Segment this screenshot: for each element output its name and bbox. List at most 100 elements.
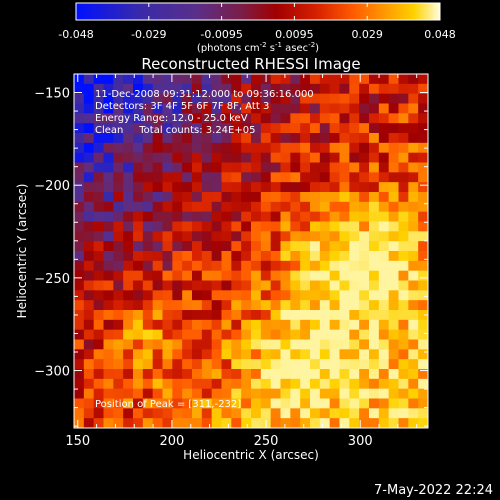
heatmap-cell	[388, 349, 400, 360]
heatmap-cell	[241, 113, 252, 124]
heatmap-cell	[192, 300, 203, 311]
heatmap-cell	[142, 142, 154, 154]
heatmap-cell	[152, 418, 164, 428]
heatmap-cell	[408, 270, 419, 282]
heatmap-cell	[192, 329, 203, 341]
heatmap-cell	[378, 172, 390, 183]
heatmap-cell	[211, 398, 223, 409]
annotation-time-range: 11-Dec-2008 09:31:12.000 to 09:36:16.000	[95, 89, 314, 100]
heatmap-cell	[241, 133, 252, 144]
heatmap-cell	[339, 192, 350, 203]
heatmap-cell	[369, 369, 380, 380]
heatmap-cell	[211, 329, 223, 341]
heatmap-cell	[408, 221, 419, 232]
heatmap-cell	[310, 231, 321, 242]
heatmap-cell	[152, 241, 164, 252]
heatmap-cell	[290, 260, 301, 272]
heatmap-cell	[270, 83, 282, 95]
heatmap-cell	[201, 201, 213, 213]
heatmap-cell	[74, 162, 85, 173]
heatmap-cell	[388, 172, 400, 183]
heatmap-cell	[300, 260, 311, 272]
heatmap-cell	[152, 201, 164, 213]
heatmap-cell	[123, 398, 134, 409]
heatmap-cell	[74, 349, 85, 360]
heatmap-cell	[182, 418, 193, 428]
heatmap-cell	[369, 231, 380, 242]
heatmap-cell	[83, 339, 95, 350]
heatmap-cell	[231, 398, 242, 409]
heatmap-cell	[290, 378, 301, 390]
heatmap-cell	[241, 388, 252, 400]
heatmap-cell	[398, 162, 409, 173]
heatmap-cell	[152, 74, 164, 85]
heatmap-cell	[152, 251, 164, 262]
heatmap-cell	[231, 260, 242, 272]
heatmap-cell	[408, 192, 419, 203]
heatmap-cell	[251, 349, 262, 360]
heatmap-cell	[310, 142, 321, 154]
heatmap-cell	[221, 231, 232, 242]
heatmap-cell	[378, 201, 390, 213]
heatmap-cell	[280, 123, 291, 134]
heatmap-cell	[260, 123, 272, 134]
heatmap-cell	[172, 172, 183, 183]
heatmap-cell	[74, 369, 85, 380]
heatmap-cell	[290, 93, 301, 105]
heatmap-cell	[201, 290, 213, 301]
heatmap-cell	[93, 74, 105, 85]
heatmap-cell	[369, 221, 380, 232]
heatmap-cell	[172, 349, 183, 360]
heatmap-cell	[162, 231, 173, 242]
heatmap-cell	[142, 300, 154, 311]
heatmap-cell	[369, 123, 380, 134]
heatmap-cell	[113, 241, 124, 252]
heatmap-cell	[172, 310, 183, 321]
heatmap-cell	[192, 280, 203, 291]
heatmap-cell	[162, 418, 173, 428]
heatmap-cell	[369, 83, 380, 95]
heatmap-cell	[251, 221, 262, 232]
heatmap-cell	[251, 329, 262, 341]
heatmap-cell	[280, 339, 291, 350]
heatmap-cell	[231, 182, 242, 193]
heatmap-cell	[359, 103, 370, 114]
heatmap-cell	[270, 192, 282, 203]
heatmap-cell	[192, 221, 203, 232]
heatmap-cell	[83, 152, 95, 164]
heatmap-cell	[231, 162, 242, 173]
heatmap-cell	[201, 211, 213, 223]
heatmap-cell	[142, 339, 154, 350]
heatmap-cell	[83, 408, 95, 419]
heatmap-cell	[192, 74, 203, 85]
heatmap-cell	[378, 231, 390, 242]
heatmap-cell	[388, 418, 400, 428]
heatmap-cell	[310, 241, 321, 252]
heatmap-cell	[339, 142, 350, 154]
heatmap-cell	[152, 113, 164, 124]
heatmap-cell	[310, 339, 321, 350]
heatmap-cell	[142, 221, 154, 232]
heatmap-cell	[388, 241, 400, 252]
heatmap-cell	[251, 142, 262, 154]
heatmap-cell	[270, 378, 282, 390]
heatmap-cell	[260, 280, 272, 291]
heatmap-cell	[339, 103, 350, 114]
heatmap-cell	[359, 329, 370, 341]
heatmap-cell	[123, 172, 134, 183]
heatmap-cell	[172, 378, 183, 390]
heatmap-cell	[378, 418, 390, 428]
heatmap-cell	[211, 93, 223, 105]
heatmap-cell	[103, 162, 114, 173]
heatmap-cell	[152, 93, 164, 105]
heatmap-cell	[162, 319, 173, 331]
heatmap-cell	[349, 339, 360, 350]
heatmap-cell	[310, 329, 321, 341]
heatmap-cell	[260, 398, 272, 409]
heatmap-cell	[231, 310, 242, 321]
heatmap-cell	[74, 172, 85, 183]
heatmap-cell	[241, 123, 252, 134]
heatmap-cell	[172, 142, 183, 154]
heatmap-cell	[290, 359, 301, 370]
heatmap-cell	[260, 211, 272, 223]
